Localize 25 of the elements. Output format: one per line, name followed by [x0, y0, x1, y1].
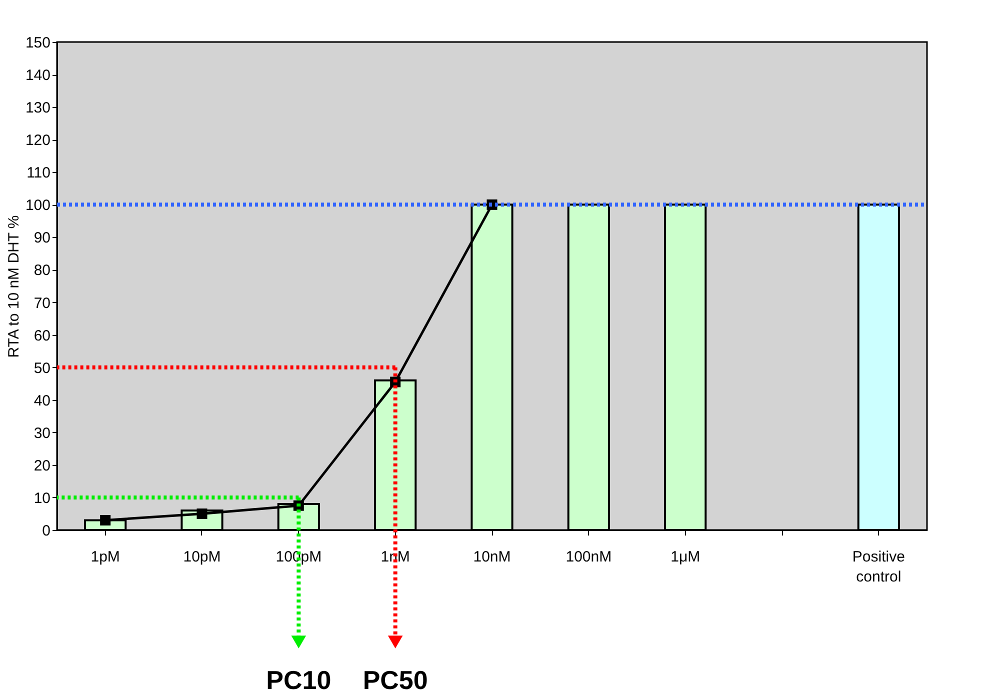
y-tick-label: 30 [34, 424, 50, 442]
y-tick-label: 70 [34, 294, 50, 312]
y-tick-label: 140 [25, 67, 50, 84]
x-tick-label: 1pM [90, 548, 120, 566]
annotation: PC50 [362, 665, 428, 695]
x-tick-label: 1μM [670, 548, 700, 566]
y-tick-label: 40 [34, 392, 50, 410]
y-tick-label: 110 [26, 164, 50, 182]
y-tick-label: 120 [25, 132, 50, 150]
x-tick-label: 10nM [473, 548, 511, 566]
y-tick-label: 130 [25, 100, 50, 117]
y-tick-label: 10 [34, 490, 50, 507]
annotation: PC10 [266, 665, 332, 695]
y-tick-label: 0 [42, 522, 50, 540]
y-tick-label: 60 [34, 327, 50, 344]
y-tick-label: 80 [34, 262, 50, 280]
x-tick-label: Positive control [852, 548, 905, 586]
y-tick-label: 90 [34, 230, 50, 247]
x-tick-label: 10pM [183, 548, 221, 566]
y-axis-title: RTA to 10 nM DHT % [5, 215, 22, 358]
y-tick-label: 150 [25, 34, 50, 52]
y-tick-label: 20 [34, 457, 50, 474]
y-tick-label: 50 [34, 360, 50, 377]
y-tick-label: 100 [25, 197, 50, 214]
x-tick-label: 100nM [566, 548, 612, 566]
